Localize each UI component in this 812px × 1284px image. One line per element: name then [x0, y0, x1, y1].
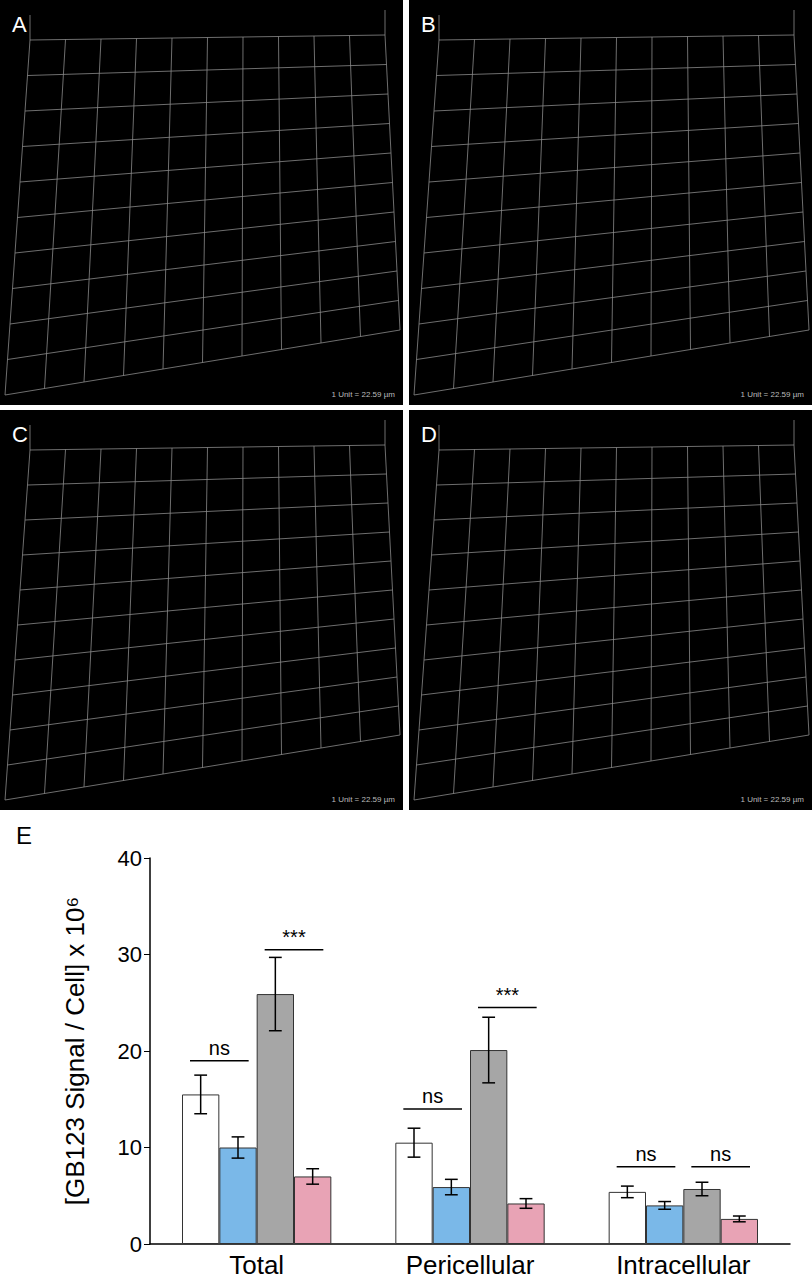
- svg-text:ns: ns: [422, 1085, 443, 1107]
- svg-text:0: 0: [130, 1232, 142, 1257]
- svg-text:ns: ns: [710, 1143, 731, 1165]
- svg-text:ns: ns: [635, 1143, 656, 1165]
- svg-text:ns: ns: [209, 1037, 230, 1059]
- svg-text:D: D: [421, 422, 437, 447]
- svg-text:1 Unit = 22.59 µm: 1 Unit = 22.59 µm: [740, 390, 804, 399]
- svg-text:1 Unit = 22.59 µm: 1 Unit = 22.59 µm: [331, 390, 395, 399]
- svg-text:20: 20: [118, 1039, 142, 1064]
- svg-text:40: 40: [118, 846, 142, 871]
- svg-text:***: ***: [496, 984, 520, 1006]
- svg-text:10: 10: [118, 1135, 142, 1160]
- svg-text:Pericellular: Pericellular: [406, 1250, 535, 1280]
- svg-text:***: ***: [282, 926, 306, 948]
- svg-text:E: E: [16, 822, 32, 849]
- svg-text:30: 30: [118, 942, 142, 967]
- svg-text:C: C: [12, 422, 28, 447]
- svg-text:1 Unit = 22.59 µm: 1 Unit = 22.59 µm: [740, 795, 804, 804]
- svg-text:[GB123 Signal / Cell] x 10⁶: [GB123 Signal / Cell] x 10⁶: [60, 897, 90, 1205]
- svg-text:Intracellular: Intracellular: [616, 1250, 751, 1280]
- svg-text:B: B: [421, 12, 436, 37]
- svg-text:A: A: [12, 12, 27, 37]
- svg-text:Total: Total: [229, 1250, 284, 1280]
- svg-text:1 Unit = 22.59 µm: 1 Unit = 22.59 µm: [331, 795, 395, 804]
